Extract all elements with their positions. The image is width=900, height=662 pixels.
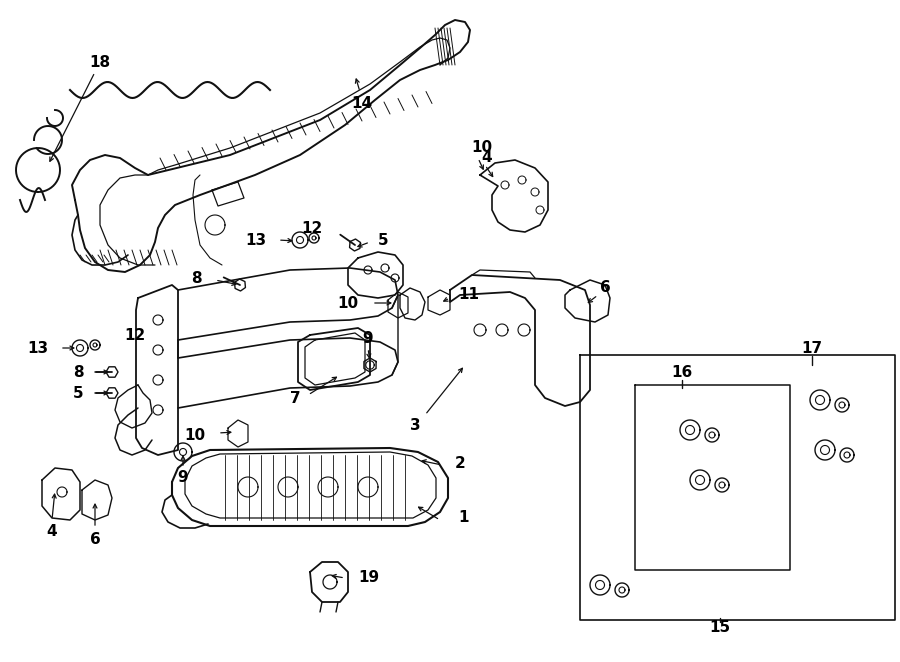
Text: 18: 18	[89, 54, 111, 70]
Text: 10: 10	[184, 428, 205, 442]
Text: 9: 9	[363, 330, 374, 346]
Text: 2: 2	[455, 455, 466, 471]
Text: 15: 15	[709, 620, 731, 636]
Text: 5: 5	[73, 385, 84, 401]
Text: 8: 8	[73, 365, 84, 379]
Text: 7: 7	[290, 391, 301, 406]
Text: 9: 9	[177, 471, 188, 485]
Text: 12: 12	[124, 328, 146, 342]
Text: 8: 8	[192, 271, 202, 285]
Text: 4: 4	[482, 150, 492, 164]
Text: 13: 13	[27, 340, 48, 355]
Text: 3: 3	[410, 418, 420, 432]
Text: 17: 17	[801, 340, 823, 355]
Text: 6: 6	[90, 532, 101, 547]
Text: 14: 14	[351, 95, 373, 111]
Text: 13: 13	[245, 232, 266, 248]
Text: 10: 10	[337, 295, 358, 310]
Text: 11: 11	[458, 287, 479, 301]
Text: 1: 1	[458, 510, 469, 526]
Text: 12: 12	[302, 220, 322, 236]
Text: 19: 19	[358, 571, 379, 585]
Text: 4: 4	[47, 524, 58, 540]
Text: 6: 6	[599, 279, 610, 295]
Text: 10: 10	[472, 140, 492, 154]
Text: 5: 5	[378, 232, 389, 248]
Text: 16: 16	[671, 365, 693, 379]
